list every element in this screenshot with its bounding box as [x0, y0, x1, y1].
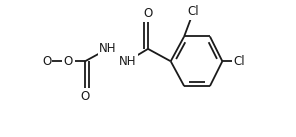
Text: Cl: Cl	[233, 55, 245, 68]
Text: NH: NH	[99, 42, 117, 55]
Text: O: O	[43, 55, 52, 68]
Text: NH: NH	[119, 55, 136, 68]
Text: O: O	[143, 7, 153, 20]
Text: Cl: Cl	[188, 5, 199, 18]
Text: O: O	[64, 55, 73, 68]
Text: O: O	[81, 90, 90, 103]
